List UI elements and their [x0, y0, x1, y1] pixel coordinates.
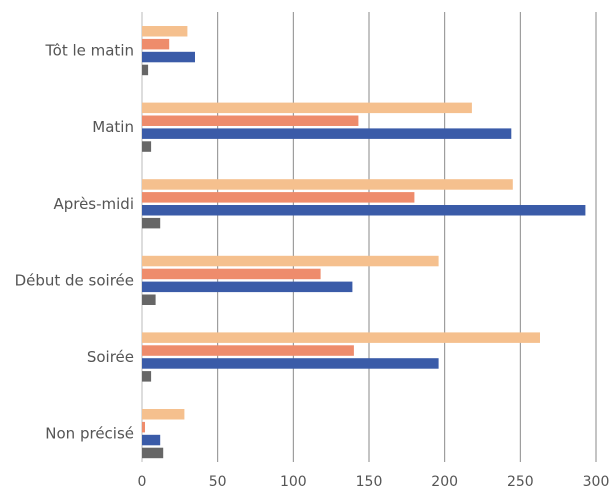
bar — [142, 102, 472, 114]
category-label: Après-midi — [53, 195, 134, 213]
bar — [142, 268, 321, 280]
bar — [142, 205, 586, 216]
x-tick-label: 0 — [138, 474, 147, 490]
bar — [142, 371, 152, 382]
bar — [142, 421, 145, 433]
category-labels: Tôt le matin Matin Après-midi Début de soir… — [15, 42, 134, 443]
x-tick-label: 250 — [507, 474, 534, 490]
bar — [142, 255, 439, 267]
bar — [142, 128, 512, 139]
bar — [142, 409, 185, 420]
bar — [142, 345, 354, 356]
category-label: Matin — [92, 118, 134, 136]
bar — [142, 447, 164, 459]
x-tick-label: 300 — [583, 474, 610, 490]
bar — [142, 434, 161, 446]
bar — [142, 51, 195, 63]
bar — [142, 141, 152, 152]
x-tick-label: 100 — [280, 474, 307, 490]
x-tick-label: 200 — [431, 474, 458, 490]
bar — [142, 115, 359, 126]
bar — [142, 217, 161, 229]
bar — [142, 26, 188, 37]
bars — [142, 26, 586, 459]
category-label: Début de soirée — [15, 271, 134, 289]
bar — [142, 38, 170, 50]
bar — [142, 281, 353, 293]
bar — [142, 64, 149, 76]
bar — [142, 294, 156, 305]
bar — [142, 358, 439, 369]
x-tick-labels: 0 50 100 150 200 250 300 — [138, 474, 610, 490]
category-label: Non précisé — [45, 425, 134, 443]
x-tick-label: 150 — [356, 474, 383, 490]
x-tick-label: 50 — [209, 474, 227, 490]
category-label: Tôt le matin — [44, 42, 134, 60]
bar — [142, 332, 540, 343]
bar — [142, 192, 415, 203]
gridlines — [141, 12, 597, 462]
bar — [142, 179, 513, 190]
category-label: Soirée — [87, 348, 134, 366]
